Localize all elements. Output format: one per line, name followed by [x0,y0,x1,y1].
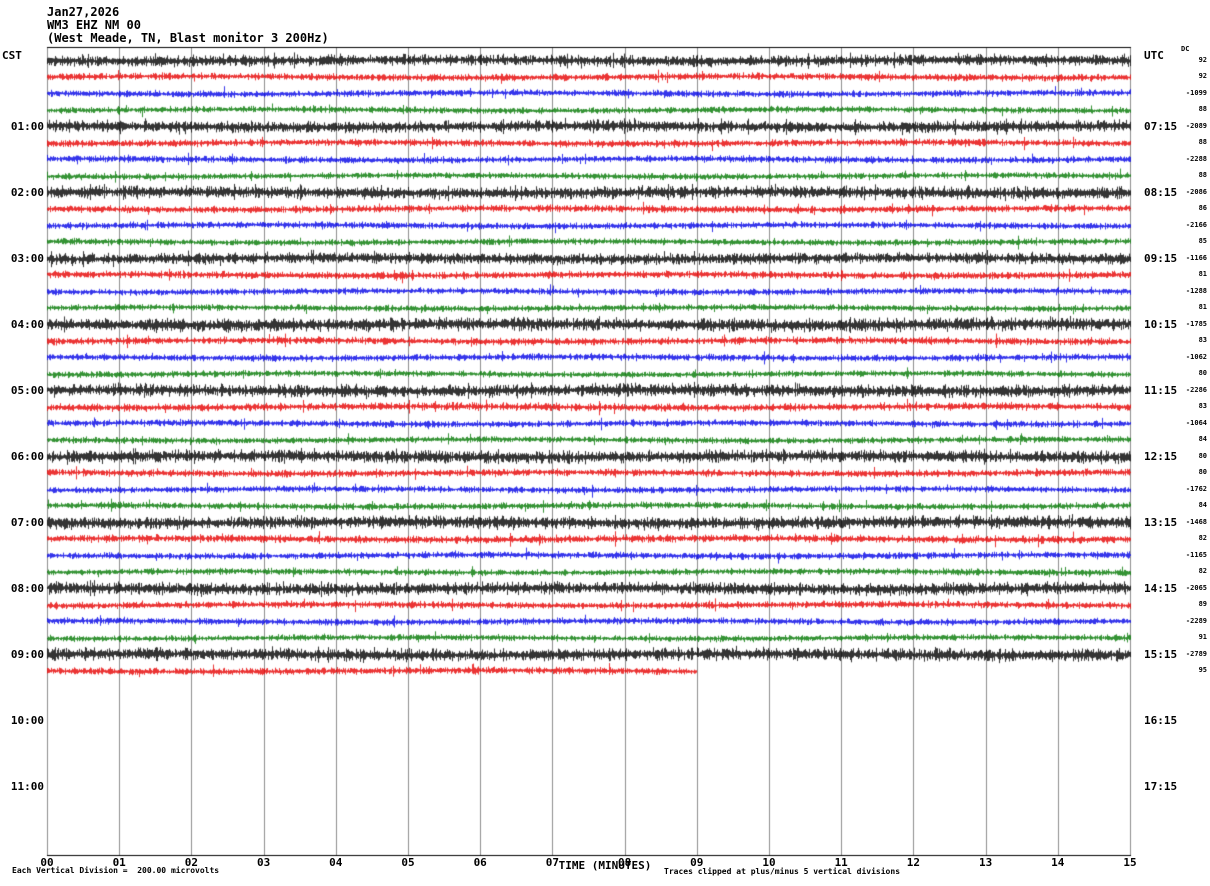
x-axis-tick: 01 [112,856,126,869]
left-axis-tick: 04:00 [10,318,44,331]
dc-value: -1062 [1185,352,1207,361]
dc-value: -1785 [1185,319,1207,328]
x-axis-tick: 15 [1123,856,1137,869]
dc-value: -1165 [1185,550,1207,559]
footer-scale-note: Each Vertical Division = 200.00 microvol… [12,866,220,875]
dc-value: -1468 [1185,517,1207,526]
x-axis-tick: 07 [545,856,560,869]
dc-value: -2289 [1185,616,1207,625]
x-axis-tick: 11 [834,856,848,869]
dc-value: 82 [1198,567,1207,575]
right-axis-tick: 12:15 [1144,450,1178,463]
dc-value: 95 [1198,666,1207,674]
header-station: WM3 EHZ NM 00 [47,18,141,32]
footer-clip-note: Traces clipped at plus/minus 5 vertical … [664,867,901,876]
dc-value: -1099 [1185,88,1207,97]
right-axis-tick: 07:15 [1144,120,1178,133]
dc-value: 84 [1198,501,1207,509]
header-description: (West Meade, TN, Blast monitor 3 200Hz) [47,31,329,45]
dc-value: -1288 [1185,286,1207,295]
x-axis-title: TIME (MINUTES) [558,859,652,872]
x-axis-tick: 10 [762,856,776,869]
left-axis-tick: 01:00 [10,120,44,133]
dc-value: 84 [1198,435,1207,443]
dc-value: 89 [1198,600,1207,608]
right-axis-tick: 14:15 [1144,582,1178,595]
x-axis-tick: 08 [617,856,632,869]
dc-value: 81 [1198,270,1207,278]
left-axis-tick: 02:00 [10,186,44,199]
left-axis-tick: 08:00 [10,582,44,595]
x-axis-tick: 02 [184,856,199,869]
dc-value: 80 [1198,451,1207,460]
x-axis-tick: 03 [256,856,271,869]
right-axis-tick: 11:15 [1144,384,1178,397]
dc-value: 80 [1198,369,1207,377]
x-axis-tick: 13 [978,856,993,869]
dc-value: -2789 [1185,649,1207,658]
right-axis-tick: 09:15 [1144,252,1178,265]
right-axis-tick: 08:15 [1144,186,1178,199]
left-axis-tick: 05:00 [10,384,44,397]
left-axis-tick: 09:00 [10,648,44,661]
left-axis-tick: 06:00 [10,450,44,463]
dc-value: -1064 [1185,418,1207,427]
right-axis-tick: 10:15 [1144,318,1178,331]
x-axis-tick: 14 [1051,856,1065,869]
dc-value: -1762 [1185,484,1207,493]
dc-value: -1166 [1185,253,1207,262]
left-axis-tick: 07:00 [10,516,44,529]
dc-value: -2065 [1185,583,1207,592]
dc-value: 88 [1198,138,1207,146]
dc-value: 92 [1198,55,1207,64]
x-axis-tick: 06 [473,856,487,869]
dc-value: 92 [1198,72,1207,80]
dc-value: -2086 [1185,187,1207,196]
dc-value: 83 [1198,402,1207,410]
dc-value: 88 [1198,105,1207,113]
dc-value: 81 [1198,303,1207,311]
x-axis-tick: 05 [401,856,415,869]
right-axis-tick: 17:15 [1144,780,1178,793]
dc-value: -2286 [1185,385,1207,394]
dc-column-label: DC [1181,45,1190,53]
dc-value: 91 [1198,633,1207,641]
right-axis-label: UTC [1144,49,1164,62]
dc-value: 82 [1198,534,1207,542]
left-axis-tick: 11:00 [10,780,44,793]
right-axis-tick: 15:15 [1144,648,1178,661]
dc-value: -2288 [1185,154,1207,163]
dc-value: 85 [1198,237,1207,245]
x-axis-tick: 04 [329,856,343,869]
left-axis-tick: 10:00 [10,714,44,727]
dc-value: 86 [1198,204,1207,212]
left-axis-tick: 03:00 [10,252,44,265]
left-axis-label: CST [2,49,22,62]
right-axis-tick: 13:15 [1144,516,1178,529]
dc-value: -2089 [1185,121,1207,130]
header-date: Jan27,2026 [47,5,120,19]
dc-value: 83 [1198,336,1207,344]
dc-value: 88 [1198,171,1207,179]
dc-value: 80 [1198,468,1207,476]
x-axis-tick: 09 [690,856,704,869]
dc-value: -2166 [1185,220,1207,229]
x-axis-tick: 12 [906,856,921,869]
x-axis-tick: 00 [40,856,54,869]
right-axis-tick: 16:15 [1144,714,1178,727]
